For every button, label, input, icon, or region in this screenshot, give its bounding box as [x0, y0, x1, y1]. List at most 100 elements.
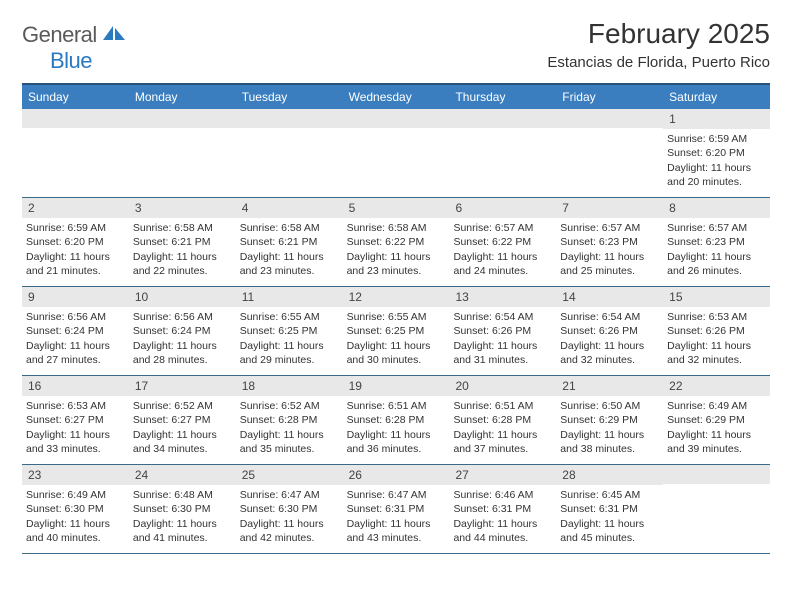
- sunrise-line: Sunrise: 6:48 AM: [133, 488, 232, 502]
- sunrise-line: Sunrise: 6:58 AM: [347, 221, 446, 235]
- daylight-line: Daylight: 11 hours and 37 minutes.: [453, 428, 552, 456]
- day-cell: 10Sunrise: 6:56 AMSunset: 6:24 PMDayligh…: [129, 287, 236, 375]
- title-block: February 2025 Estancias de Florida, Puer…: [547, 18, 770, 77]
- day-number: 18: [236, 376, 343, 396]
- daylight-line: Daylight: 11 hours and 41 minutes.: [133, 517, 232, 545]
- sunset-line: Sunset: 6:22 PM: [347, 235, 446, 249]
- sunrise-line: Sunrise: 6:55 AM: [347, 310, 446, 324]
- sunset-line: Sunset: 6:21 PM: [133, 235, 232, 249]
- sunset-line: Sunset: 6:28 PM: [347, 413, 446, 427]
- day-cell: [343, 109, 450, 197]
- day-cell: 3Sunrise: 6:58 AMSunset: 6:21 PMDaylight…: [129, 198, 236, 286]
- daylight-line: Daylight: 11 hours and 31 minutes.: [453, 339, 552, 367]
- sunset-line: Sunset: 6:30 PM: [26, 502, 125, 516]
- sunrise-line: Sunrise: 6:54 AM: [560, 310, 659, 324]
- sunrise-line: Sunrise: 6:58 AM: [240, 221, 339, 235]
- sunrise-line: Sunrise: 6:54 AM: [453, 310, 552, 324]
- day-cell: 28Sunrise: 6:45 AMSunset: 6:31 PMDayligh…: [556, 465, 663, 553]
- sunset-line: Sunset: 6:23 PM: [667, 235, 766, 249]
- day-cell: [556, 109, 663, 197]
- dow-sunday: Sunday: [22, 85, 129, 109]
- day-number: [22, 109, 129, 128]
- sunrise-line: Sunrise: 6:57 AM: [667, 221, 766, 235]
- day-of-week-header: Sunday Monday Tuesday Wednesday Thursday…: [22, 85, 770, 109]
- daylight-line: Daylight: 11 hours and 34 minutes.: [133, 428, 232, 456]
- daylight-line: Daylight: 11 hours and 32 minutes.: [667, 339, 766, 367]
- sail-icon: [101, 24, 127, 42]
- daylight-line: Daylight: 11 hours and 43 minutes.: [347, 517, 446, 545]
- day-number: 16: [22, 376, 129, 396]
- logo-word-1: General: [22, 22, 97, 47]
- day-number: [343, 109, 450, 128]
- sunrise-line: Sunrise: 6:47 AM: [347, 488, 446, 502]
- sunrise-line: Sunrise: 6:51 AM: [347, 399, 446, 413]
- sunset-line: Sunset: 6:24 PM: [26, 324, 125, 338]
- day-number: 6: [449, 198, 556, 218]
- day-cell: 9Sunrise: 6:56 AMSunset: 6:24 PMDaylight…: [22, 287, 129, 375]
- sunrise-line: Sunrise: 6:53 AM: [667, 310, 766, 324]
- day-cell: 20Sunrise: 6:51 AMSunset: 6:28 PMDayligh…: [449, 376, 556, 464]
- sunrise-line: Sunrise: 6:49 AM: [26, 488, 125, 502]
- sunset-line: Sunset: 6:30 PM: [133, 502, 232, 516]
- day-cell: 27Sunrise: 6:46 AMSunset: 6:31 PMDayligh…: [449, 465, 556, 553]
- daylight-line: Daylight: 11 hours and 29 minutes.: [240, 339, 339, 367]
- day-number: 12: [343, 287, 450, 307]
- day-cell: 11Sunrise: 6:55 AMSunset: 6:25 PMDayligh…: [236, 287, 343, 375]
- day-cell: 16Sunrise: 6:53 AMSunset: 6:27 PMDayligh…: [22, 376, 129, 464]
- day-cell: 14Sunrise: 6:54 AMSunset: 6:26 PMDayligh…: [556, 287, 663, 375]
- sunset-line: Sunset: 6:31 PM: [347, 502, 446, 516]
- month-title: February 2025: [547, 18, 770, 50]
- daylight-line: Daylight: 11 hours and 27 minutes.: [26, 339, 125, 367]
- day-number: 23: [22, 465, 129, 485]
- day-cell: [663, 465, 770, 553]
- day-number: 26: [343, 465, 450, 485]
- daylight-line: Daylight: 11 hours and 39 minutes.: [667, 428, 766, 456]
- sunset-line: Sunset: 6:25 PM: [347, 324, 446, 338]
- day-cell: 5Sunrise: 6:58 AMSunset: 6:22 PMDaylight…: [343, 198, 450, 286]
- day-cell: [22, 109, 129, 197]
- day-cell: 12Sunrise: 6:55 AMSunset: 6:25 PMDayligh…: [343, 287, 450, 375]
- sunrise-line: Sunrise: 6:56 AM: [26, 310, 125, 324]
- sunset-line: Sunset: 6:25 PM: [240, 324, 339, 338]
- sunrise-line: Sunrise: 6:46 AM: [453, 488, 552, 502]
- day-cell: 23Sunrise: 6:49 AMSunset: 6:30 PMDayligh…: [22, 465, 129, 553]
- day-number: [556, 109, 663, 128]
- sunrise-line: Sunrise: 6:57 AM: [453, 221, 552, 235]
- day-cell: 6Sunrise: 6:57 AMSunset: 6:22 PMDaylight…: [449, 198, 556, 286]
- daylight-line: Daylight: 11 hours and 36 minutes.: [347, 428, 446, 456]
- logo-text: General Blue: [22, 22, 127, 74]
- day-cell: 4Sunrise: 6:58 AMSunset: 6:21 PMDaylight…: [236, 198, 343, 286]
- day-number: 14: [556, 287, 663, 307]
- day-number: 28: [556, 465, 663, 485]
- day-number: [236, 109, 343, 128]
- sunset-line: Sunset: 6:24 PM: [133, 324, 232, 338]
- daylight-line: Daylight: 11 hours and 26 minutes.: [667, 250, 766, 278]
- day-number: 20: [449, 376, 556, 396]
- day-number: 1: [663, 109, 770, 129]
- week-row: 2Sunrise: 6:59 AMSunset: 6:20 PMDaylight…: [22, 198, 770, 287]
- weeks-container: 1Sunrise: 6:59 AMSunset: 6:20 PMDaylight…: [22, 109, 770, 554]
- week-row: 1Sunrise: 6:59 AMSunset: 6:20 PMDaylight…: [22, 109, 770, 198]
- daylight-line: Daylight: 11 hours and 45 minutes.: [560, 517, 659, 545]
- day-number: 3: [129, 198, 236, 218]
- daylight-line: Daylight: 11 hours and 20 minutes.: [667, 161, 766, 189]
- logo-word-2: Blue: [50, 48, 92, 73]
- dow-monday: Monday: [129, 85, 236, 109]
- dow-tuesday: Tuesday: [236, 85, 343, 109]
- sunset-line: Sunset: 6:29 PM: [560, 413, 659, 427]
- sunset-line: Sunset: 6:30 PM: [240, 502, 339, 516]
- day-number: 13: [449, 287, 556, 307]
- day-number: 22: [663, 376, 770, 396]
- sunrise-line: Sunrise: 6:56 AM: [133, 310, 232, 324]
- day-number: 4: [236, 198, 343, 218]
- logo: General Blue: [22, 22, 127, 74]
- daylight-line: Daylight: 11 hours and 21 minutes.: [26, 250, 125, 278]
- sunset-line: Sunset: 6:26 PM: [667, 324, 766, 338]
- sunrise-line: Sunrise: 6:55 AM: [240, 310, 339, 324]
- day-number: 27: [449, 465, 556, 485]
- day-cell: 18Sunrise: 6:52 AMSunset: 6:28 PMDayligh…: [236, 376, 343, 464]
- sunset-line: Sunset: 6:26 PM: [560, 324, 659, 338]
- sunset-line: Sunset: 6:27 PM: [133, 413, 232, 427]
- day-number: 24: [129, 465, 236, 485]
- calendar: Sunday Monday Tuesday Wednesday Thursday…: [22, 83, 770, 554]
